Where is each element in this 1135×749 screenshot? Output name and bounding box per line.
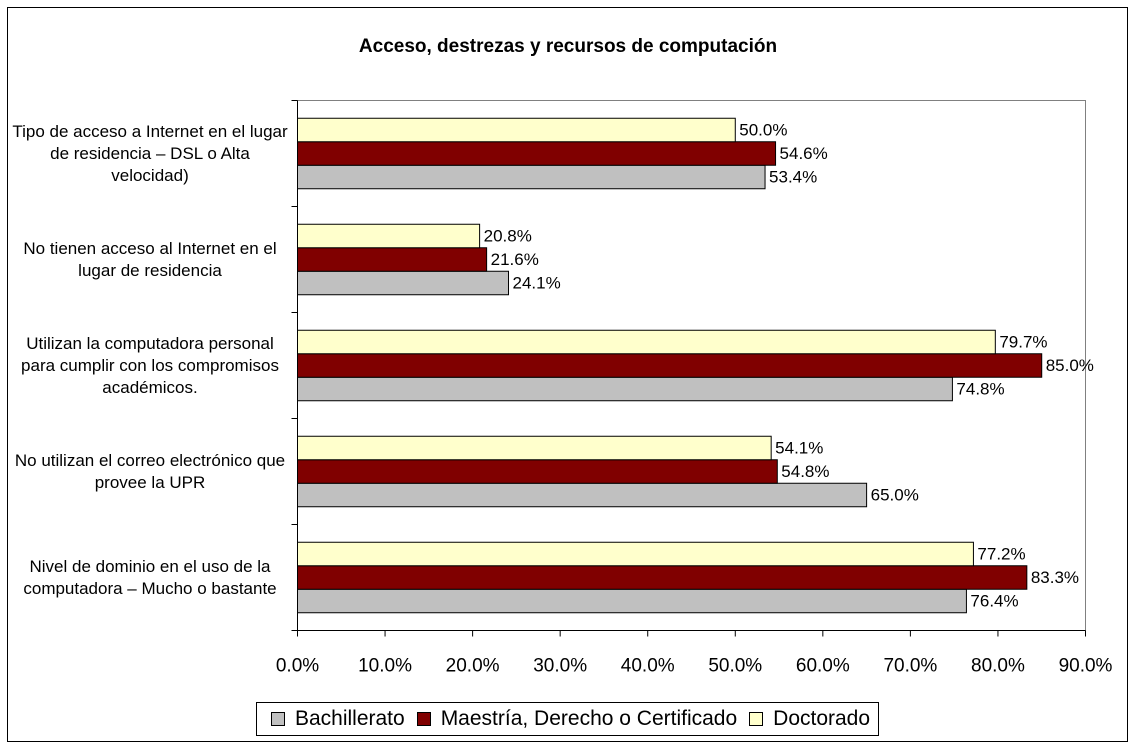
legend-label: Maestría, Derecho o Certificado: [440, 707, 738, 730]
data-label: 83.3%: [1031, 568, 1079, 587]
data-label: 50.0%: [739, 120, 787, 139]
data-label: 54.8%: [781, 462, 829, 481]
x-tick-label: 90.0%: [1059, 656, 1113, 677]
data-label: 21.6%: [491, 250, 539, 269]
data-label: 76.4%: [970, 591, 1018, 610]
data-label: 20.8%: [484, 226, 532, 245]
bar: [297, 164, 766, 190]
y-tick-label: No tienen acceso al Internet en el lugar…: [23, 238, 277, 280]
category-label: Tipo de acceso a Internet en el lugar de…: [12, 121, 288, 185]
data-label: 54.6%: [780, 144, 828, 163]
legend-label: Bachillerato: [294, 707, 405, 730]
x-tick-label: 20.0%: [446, 656, 500, 677]
data-label: 24.1%: [513, 273, 561, 292]
bar: [297, 588, 967, 614]
bar: [297, 541, 974, 567]
data-label: 77.2%: [977, 544, 1025, 563]
x-tick-label: 80.0%: [971, 656, 1025, 677]
legend-swatch: [270, 712, 285, 726]
bar: [297, 565, 1028, 590]
x-tick-label: 60.0%: [796, 656, 850, 677]
bar: [297, 376, 953, 402]
bar: [297, 270, 510, 296]
bar: [297, 141, 777, 166]
category-label: Nivel de dominio en el uso de la computa…: [23, 556, 277, 598]
x-tick-label: 30.0%: [533, 656, 587, 677]
bar: [297, 482, 868, 508]
y-tick-label: Tipo de acceso a Internet en el lugar de…: [12, 121, 288, 185]
x-tick-label: 70.0%: [883, 656, 937, 677]
data-label: 65.0%: [871, 485, 919, 504]
data-label: 53.4%: [769, 167, 817, 186]
data-label: 74.8%: [956, 379, 1004, 398]
y-tick-label: No utilizan el correo electrónico que pr…: [14, 450, 286, 492]
bar: [297, 329, 996, 355]
legend-swatch: [416, 712, 431, 726]
legend-swatch: [749, 712, 764, 726]
bar: [297, 459, 778, 484]
bar: [297, 353, 1043, 378]
data-label: 85.0%: [1046, 356, 1094, 375]
legend: Bachillerato Maestría, Derecho o Certific…: [255, 702, 880, 736]
bar: [297, 223, 481, 249]
data-label: 54.1%: [775, 438, 823, 457]
x-tick-label: 50.0%: [708, 656, 762, 677]
bar: [297, 117, 736, 143]
x-tick-label: 0.0%: [276, 656, 319, 677]
legend-container: Bachillerato Maestría, Derecho o Certific…: [255, 702, 880, 736]
x-tick-label: 40.0%: [621, 656, 675, 677]
y-tick-label: Utilizan la computadora personal para cu…: [21, 333, 279, 397]
category-label: No utilizan el correo electrónico que pr…: [14, 450, 286, 492]
data-label: 79.7%: [999, 332, 1047, 351]
category-label: No tienen acceso al Internet en el lugar…: [23, 238, 277, 280]
bar: [297, 247, 488, 272]
chart-title: Acceso, destrezas y recursos de computac…: [359, 36, 777, 57]
y-tick-label: Nivel de dominio en el uso de la computa…: [23, 556, 277, 598]
category-label: Utilizan la computadora personal para cu…: [21, 333, 279, 397]
bar: [297, 435, 772, 461]
legend-label: Doctorado: [773, 707, 871, 730]
x-tick-label: 10.0%: [358, 656, 412, 677]
